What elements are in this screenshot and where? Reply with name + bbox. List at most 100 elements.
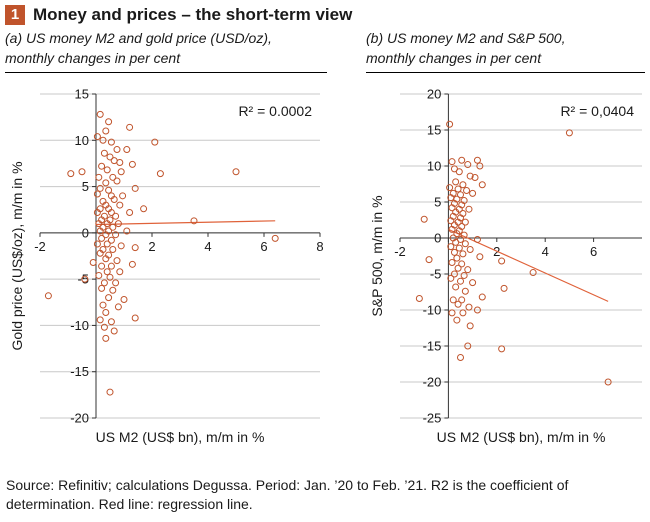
chart-b-data-point	[457, 354, 464, 362]
chart-a-data-point	[131, 244, 139, 252]
chart-a-data-point	[102, 334, 110, 342]
chart-a-data-point	[96, 249, 104, 257]
source-note: Source: Refinitiv; calculations Degussa.…	[6, 477, 569, 512]
chart-b-data-point	[473, 235, 481, 243]
chart-b-data-point	[448, 158, 456, 166]
chart-a-data-point	[102, 179, 110, 187]
chart-a-y-tick-label: -20	[70, 411, 89, 426]
chart-b-data-point	[454, 185, 462, 193]
chart-b-data-point	[471, 174, 479, 182]
chart-a-data-point	[113, 177, 121, 185]
chart-a-data-point	[156, 170, 164, 178]
chart-b-data-point	[415, 294, 423, 302]
chart-a-data-point	[113, 257, 121, 265]
chart-b-data-point	[458, 156, 466, 164]
chart-a-y-axis-title: Gold price (US$/oz), m/m in %	[9, 161, 25, 350]
chart-a-data-point	[109, 173, 117, 181]
chart-a-data-point	[112, 231, 120, 239]
chart-a-data-point	[116, 201, 124, 209]
chart-a-data-point	[99, 301, 107, 309]
chart-b-y-tick-label: 15	[427, 123, 441, 138]
chart-b-data-point	[446, 120, 454, 128]
chart-a-data-point	[102, 308, 110, 316]
chart-a-y-tick-label: -15	[70, 364, 89, 379]
chart-b-data-point	[469, 279, 477, 287]
chart-b-data-point	[453, 230, 461, 238]
chart-a-data-point	[116, 159, 124, 167]
chart-b-data-point	[449, 296, 457, 304]
chart-a-data-point	[107, 208, 115, 216]
chart-a-data-point	[96, 316, 104, 324]
chart-a-data-point	[123, 146, 131, 154]
chart-a-data-point	[119, 192, 127, 200]
chart-a-data-point	[95, 173, 103, 181]
chart-a-x-tick-label: 4	[204, 239, 211, 254]
chart-a-data-point	[105, 118, 113, 126]
chart-a-data-point	[81, 275, 89, 283]
chart-a-data-point	[131, 184, 139, 192]
chart-a-y-tick-label: -5	[77, 272, 89, 287]
chart-a-y-tick-label: -10	[70, 318, 89, 333]
chart-a-data-point	[114, 303, 122, 311]
chart-b-data-point	[455, 168, 463, 176]
chart-b-y-tick-label: 10	[427, 159, 441, 174]
chart-a-y-tick-label: 15	[75, 87, 89, 102]
chart-a-data-point	[126, 123, 134, 131]
chart-b-data-point	[452, 238, 460, 246]
chart-a-x-tick-label: 8	[316, 239, 323, 254]
chart-a-data-point	[105, 186, 113, 194]
chart-a-data-point	[128, 260, 136, 268]
chart-a-subtitle: (a) US money M2 and gold price (USD/oz),…	[5, 28, 272, 68]
chart-a-data-point	[105, 294, 113, 302]
chart-b-data-point	[498, 345, 506, 353]
chart-a-data-point	[107, 138, 115, 146]
chart-b-data-point	[469, 189, 477, 197]
chart-a-data-point	[126, 208, 134, 216]
chart-b-y-tick-label: 5	[434, 195, 441, 210]
chart-a-data-point	[98, 284, 106, 292]
chart-a-data-point	[67, 170, 75, 178]
chart-a-data-point	[110, 196, 118, 204]
chart-a-data-point	[140, 205, 148, 213]
chart-b-data-point	[450, 248, 458, 256]
chart-b-data-point	[466, 172, 474, 180]
chart-b-data-point	[604, 378, 612, 386]
chart-b-data-point	[447, 243, 455, 251]
chart-a-data-point	[98, 162, 106, 170]
chart-b-data-point	[465, 205, 473, 213]
chart-a-y-tick-label: 5	[82, 179, 89, 194]
chart-b-data-point	[446, 184, 454, 192]
chart-b-subtitle-line2: monthly changes in per cent	[366, 50, 542, 66]
chart-b-data-point	[447, 217, 455, 225]
chart-b-y-tick-label: -25	[423, 411, 442, 426]
chart-b-data-point	[461, 240, 469, 248]
chart-a-data-point	[112, 279, 120, 287]
chart-b-data-point	[478, 181, 486, 189]
chart-b-regression-line	[448, 228, 609, 302]
chart-a-data-point	[120, 296, 128, 304]
chart-a-data-point	[93, 190, 101, 198]
chart-b-data-point	[457, 277, 464, 285]
chart-a-data-point	[78, 168, 86, 176]
chart-a-data-point	[109, 246, 117, 254]
chart-b-data-point	[448, 225, 456, 233]
chart-a-x-axis-title: US M2 (US$ bn), m/m in %	[96, 429, 265, 445]
chart-b-y-tick-label: -10	[423, 303, 442, 318]
chart-b-data-point	[425, 256, 433, 264]
chart-b-data-point	[452, 178, 460, 186]
chart-b-data-point	[529, 269, 537, 277]
chart-b-subtitle-line1: (b) US money M2 and S&P 500,	[366, 30, 566, 46]
chart-b-data-point	[461, 287, 469, 295]
chart-a-data-point	[110, 327, 118, 335]
chart-b-x-tick-label: 6	[590, 244, 597, 259]
chart-b-data-point	[464, 342, 472, 350]
chart-b-x-tick-label: 4	[542, 244, 549, 259]
chart-b-data-point	[464, 266, 472, 274]
chart-a-data-point	[95, 220, 103, 228]
chart-b-data-point	[466, 246, 474, 254]
chart-a-data-point	[99, 136, 107, 144]
chart-b-data-point	[466, 322, 474, 330]
chart-b-data-point	[454, 264, 462, 272]
chart-a-data-point	[107, 262, 115, 270]
